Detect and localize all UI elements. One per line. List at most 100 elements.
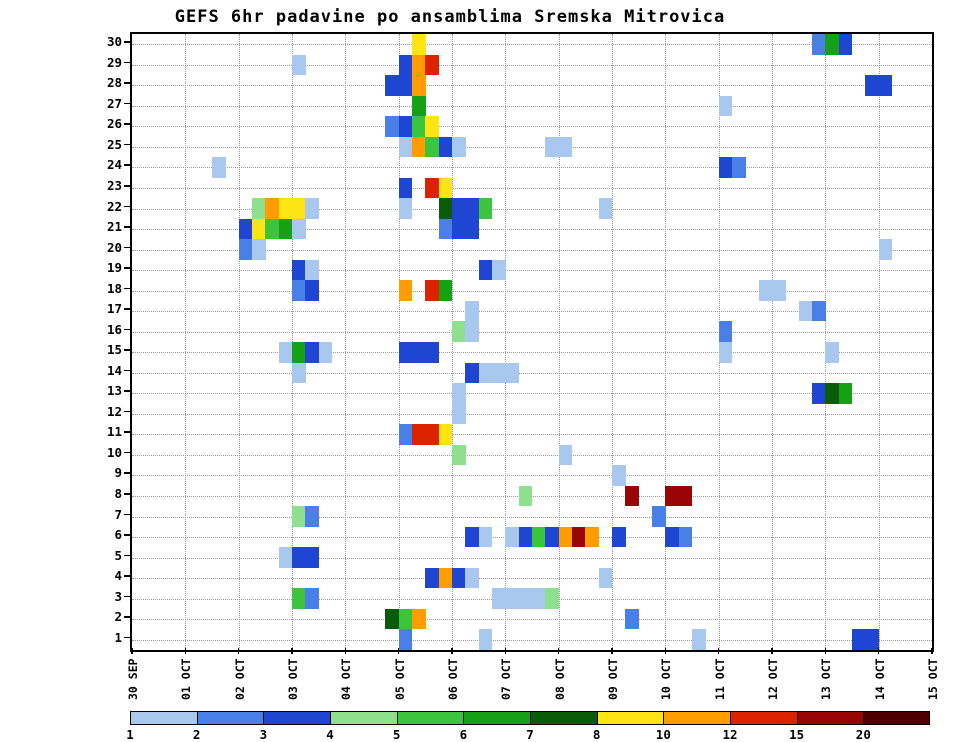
member-gridline — [132, 188, 932, 189]
x-tick-label: 11 OCT — [712, 658, 727, 700]
member-gridline — [132, 167, 932, 169]
x-tick — [877, 648, 880, 654]
heatmap-cell — [532, 526, 546, 548]
heatmap-cell — [572, 526, 586, 548]
heatmap-cell — [438, 424, 453, 445]
member-gridline — [132, 619, 932, 621]
member-gridline — [132, 393, 932, 395]
chart-title: GEFS 6hr padavine po ansamblima Sremska … — [174, 7, 726, 27]
y-tick-label: 6 — [114, 527, 122, 543]
x-tick-label: 08 OCT — [552, 658, 567, 700]
x-tick — [184, 648, 187, 654]
y-tick — [124, 61, 130, 64]
heatmap-cell — [758, 280, 773, 301]
heatmap-cell — [465, 362, 480, 384]
heatmap-cell — [478, 629, 493, 650]
heatmap-cell — [398, 116, 413, 137]
y-tick — [124, 164, 130, 166]
colorbar-tick-label: 3 — [259, 727, 268, 742]
heatmap-cell — [558, 136, 573, 158]
heatmap-cell — [665, 485, 680, 507]
heatmap-cell — [212, 157, 226, 178]
y-tick — [124, 595, 130, 598]
heatmap-cell — [625, 608, 640, 630]
member-gridline — [132, 352, 932, 354]
x-tick-label: 06 OCT — [446, 658, 460, 700]
y-tick-label: 25 — [106, 136, 122, 152]
day-gridline — [452, 34, 453, 650]
colorbar — [130, 711, 930, 725]
heatmap-cell — [838, 34, 853, 55]
heatmap-cell — [612, 526, 626, 548]
heatmap-cell — [438, 280, 453, 301]
member-gridline — [132, 372, 932, 374]
y-tick — [124, 205, 130, 208]
heatmap-cell — [492, 362, 506, 384]
member-gridline — [132, 475, 932, 477]
colorbar-tick-label: 10 — [655, 727, 671, 742]
member-gridline — [132, 290, 932, 292]
x-tick — [397, 648, 400, 654]
heatmap-cell — [385, 75, 400, 96]
x-tick — [717, 648, 720, 654]
y-tick-label: 23 — [106, 178, 122, 193]
heatmap-cell — [505, 588, 520, 609]
x-tick-label: 03 OCT — [286, 658, 300, 700]
heatmap-cell — [678, 526, 693, 548]
heatmap-cell — [398, 424, 413, 445]
colorbar-tick-label: 12 — [722, 727, 738, 742]
heatmap-cell — [425, 280, 440, 301]
x-tick-label: 10 OCT — [659, 658, 674, 700]
heatmap-cell — [265, 198, 280, 219]
y-tick-label: 1 — [114, 629, 122, 645]
x-tick — [504, 648, 507, 654]
member-gridline — [132, 44, 932, 46]
heatmap-cell — [305, 506, 320, 527]
heatmap-cell — [465, 300, 480, 322]
member-gridline — [132, 208, 932, 210]
heatmap-cell — [692, 629, 706, 650]
y-tick — [124, 143, 130, 146]
y-tick-label: 14 — [106, 362, 122, 378]
heatmap-cell — [292, 218, 306, 240]
y-tick-label: 11 — [106, 424, 122, 440]
y-tick-label: 9 — [114, 465, 122, 481]
day-gridline — [238, 34, 240, 650]
y-tick — [124, 349, 130, 351]
y-tick-label: 24 — [106, 157, 122, 173]
heatmap-cell — [278, 342, 293, 363]
heatmap-cell — [478, 526, 493, 548]
colorbar-tick-label: 6 — [459, 727, 468, 742]
x-tick-label: 05 OCT — [392, 658, 407, 700]
day-gridline — [345, 34, 347, 650]
colorbar-tick-label: 1 — [126, 727, 134, 742]
x-tick — [611, 648, 613, 654]
day-gridline — [558, 34, 560, 650]
colorbar-segment — [730, 711, 798, 725]
heatmap-cell — [865, 629, 880, 650]
heatmap-cell — [425, 424, 440, 445]
member-gridline — [132, 331, 932, 333]
x-tick-label: 07 OCT — [499, 658, 514, 700]
heatmap-cell — [238, 239, 253, 260]
heatmap-cell — [425, 342, 440, 363]
member-gridline — [132, 146, 932, 148]
member-gridline — [132, 229, 932, 231]
y-tick — [124, 328, 130, 331]
x-tick — [771, 648, 773, 654]
heatmap-cell — [398, 280, 413, 301]
heatmap-cell — [305, 259, 320, 281]
heatmap-cell — [398, 54, 413, 76]
heatmap-cell — [532, 588, 546, 609]
heatmap-cell — [252, 218, 266, 240]
heatmap-cell — [798, 300, 813, 322]
colorbar-segment — [663, 711, 731, 725]
x-tick-label: 09 OCT — [606, 658, 620, 700]
colorbar-segment — [796, 711, 865, 725]
heatmap-cell — [585, 526, 600, 548]
heatmap-cell — [292, 588, 306, 609]
heatmap-cell — [878, 75, 893, 96]
heatmap-cell — [318, 342, 333, 363]
colorbar-segment — [130, 711, 198, 725]
x-tick-label: 12 OCT — [766, 658, 780, 700]
